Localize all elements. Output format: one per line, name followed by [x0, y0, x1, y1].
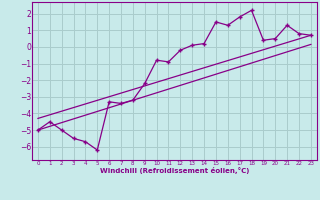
X-axis label: Windchill (Refroidissement éolien,°C): Windchill (Refroidissement éolien,°C)	[100, 167, 249, 174]
